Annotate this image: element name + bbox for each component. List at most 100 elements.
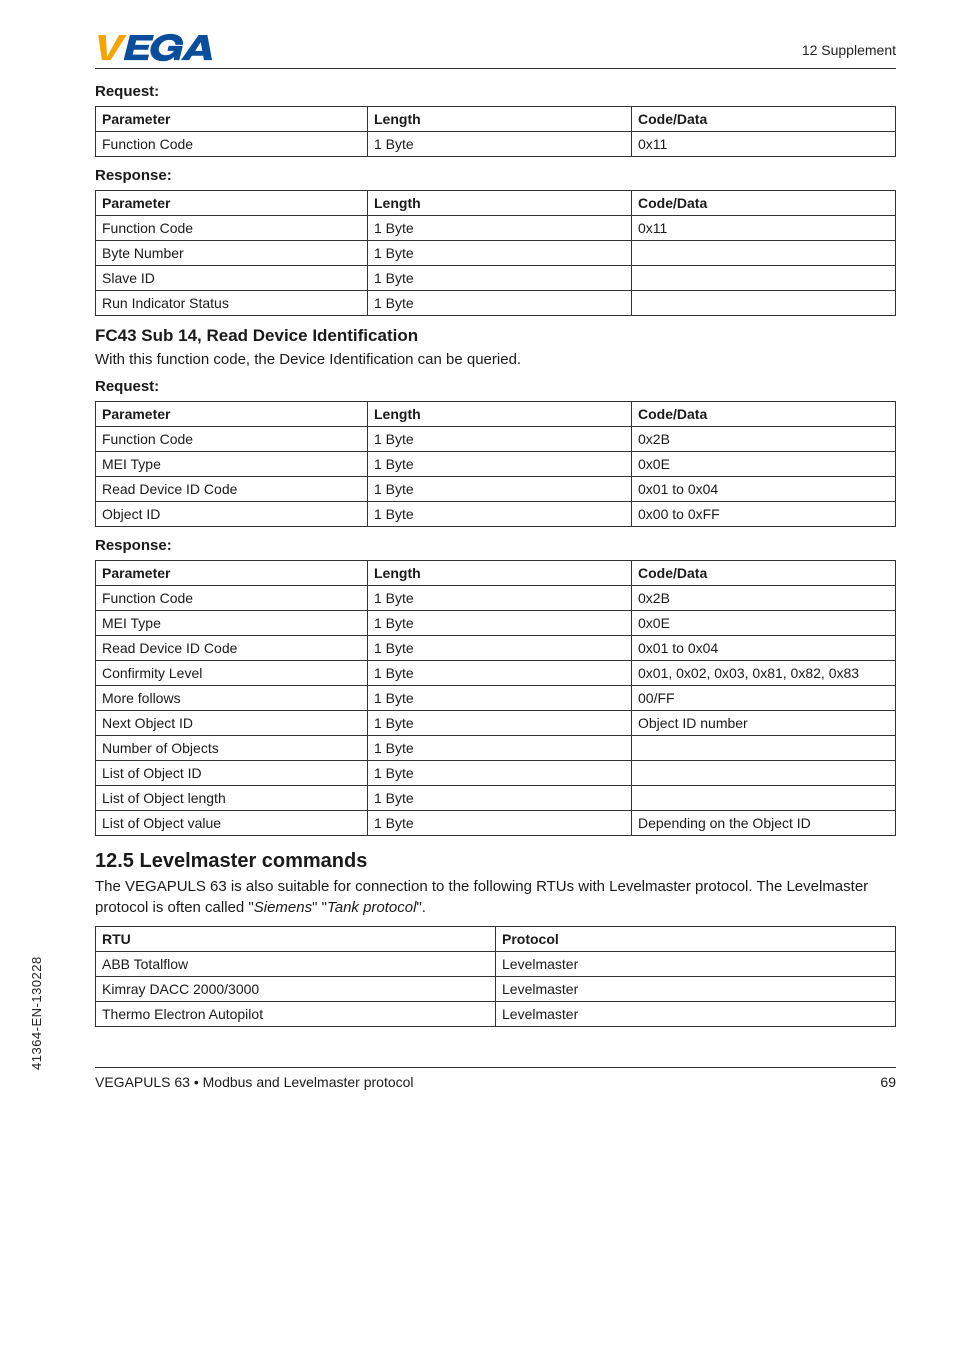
table-row: MEI Type1 Byte0x0E: [96, 611, 896, 636]
fc43-title: FC43 Sub 14, Read Device Identification: [95, 326, 896, 346]
table-row: List of Object ID1 Byte: [96, 761, 896, 786]
table-cell: 1 Byte: [368, 427, 632, 452]
th-length: Length: [368, 561, 632, 586]
table-cell: 1 Byte: [368, 291, 632, 316]
table-row: Function Code1 Byte0x11: [96, 132, 896, 157]
table-cell: Read Device ID Code: [96, 477, 368, 502]
table-cell: 1 Byte: [368, 241, 632, 266]
footer-left: VEGAPULS 63 • Modbus and Levelmaster pro…: [95, 1074, 414, 1090]
th-parameter: Parameter: [96, 107, 368, 132]
request1-body: Function Code1 Byte0x11: [96, 132, 896, 157]
levelmaster-tank: Tank protocol: [327, 899, 417, 916]
vega-logo: [95, 30, 215, 64]
table-cell: 1 Byte: [368, 686, 632, 711]
table-cell: Read Device ID Code: [96, 636, 368, 661]
table-row: Read Device ID Code1 Byte0x01 to 0x04: [96, 477, 896, 502]
table-cell: 0x11: [632, 216, 896, 241]
table-cell: Object ID: [96, 502, 368, 527]
table-cell: MEI Type: [96, 611, 368, 636]
table-cell: 0x2B: [632, 586, 896, 611]
levelmaster-desc: The VEGAPULS 63 is also suitable for con…: [95, 877, 896, 918]
table-row: Function Code1 Byte0x2B: [96, 586, 896, 611]
table-row: Read Device ID Code1 Byte0x01 to 0x04: [96, 636, 896, 661]
table-cell: List of Object ID: [96, 761, 368, 786]
table-cell: 1 Byte: [368, 266, 632, 291]
table-cell: 1 Byte: [368, 761, 632, 786]
table-cell: [632, 761, 896, 786]
table-cell: 1 Byte: [368, 811, 632, 836]
response2-label: Response:: [95, 537, 896, 554]
table-cell: 1 Byte: [368, 611, 632, 636]
table-cell: Next Object ID: [96, 711, 368, 736]
request2-body: Function Code1 Byte0x2BMEI Type1 Byte0x0…: [96, 427, 896, 527]
th-length: Length: [368, 191, 632, 216]
table-cell: 0x11: [632, 132, 896, 157]
table-cell: Function Code: [96, 216, 368, 241]
table-cell: 1 Byte: [368, 786, 632, 811]
fc43-desc: With this function code, the Device Iden…: [95, 350, 896, 370]
request1-table: Parameter Length Code/Data Function Code…: [95, 106, 896, 157]
table-cell: MEI Type: [96, 452, 368, 477]
levelmaster-table: RTU Protocol ABB TotalflowLevelmasterKim…: [95, 926, 896, 1027]
request1-label: Request:: [95, 83, 896, 100]
table-cell: Levelmaster: [496, 951, 896, 976]
table-cell: Kimray DACC 2000/3000: [96, 976, 496, 1001]
response2-body: Function Code1 Byte0x2BMEI Type1 Byte0x0…: [96, 586, 896, 836]
table-cell: 1 Byte: [368, 452, 632, 477]
table-cell: 0x01, 0x02, 0x03, 0x81, 0x82, 0x83: [632, 661, 896, 686]
table-cell: 1 Byte: [368, 132, 632, 157]
table-cell: 1 Byte: [368, 216, 632, 241]
table-cell: List of Object length: [96, 786, 368, 811]
table-cell: [632, 241, 896, 266]
table-cell: More follows: [96, 686, 368, 711]
th-length: Length: [368, 107, 632, 132]
table-cell: Number of Objects: [96, 736, 368, 761]
page-footer: VEGAPULS 63 • Modbus and Levelmaster pro…: [95, 1067, 896, 1090]
table-row: MEI Type1 Byte0x0E: [96, 452, 896, 477]
table-row: Confirmity Level1 Byte0x01, 0x02, 0x03, …: [96, 661, 896, 686]
table-cell: 1 Byte: [368, 502, 632, 527]
table-cell: [632, 291, 896, 316]
levelmaster-desc-post: ".: [416, 899, 426, 916]
th-length: Length: [368, 402, 632, 427]
header-supplement: 12 Supplement: [802, 42, 896, 58]
table-row: ABB TotalflowLevelmaster: [96, 951, 896, 976]
table-cell: 0x2B: [632, 427, 896, 452]
th-rtu: RTU: [96, 926, 496, 951]
levelmaster-desc-mid: " ": [312, 899, 327, 916]
table-row: Thermo Electron AutopilotLevelmaster: [96, 1001, 896, 1026]
table-cell: Confirmity Level: [96, 661, 368, 686]
th-protocol: Protocol: [496, 926, 896, 951]
table-cell: [632, 266, 896, 291]
table-cell: Function Code: [96, 586, 368, 611]
th-parameter: Parameter: [96, 402, 368, 427]
table-cell: [632, 736, 896, 761]
levelmaster-body: ABB TotalflowLevelmasterKimray DACC 2000…: [96, 951, 896, 1026]
levelmaster-desc-pre: The VEGAPULS 63 is also suitable for con…: [95, 878, 868, 915]
table-cell: 00/FF: [632, 686, 896, 711]
table-cell: 0x01 to 0x04: [632, 477, 896, 502]
th-codedata: Code/Data: [632, 107, 896, 132]
request2-table: Parameter Length Code/Data Function Code…: [95, 401, 896, 527]
table-cell: Slave ID: [96, 266, 368, 291]
table-cell: Levelmaster: [496, 1001, 896, 1026]
table-cell: 0x0E: [632, 611, 896, 636]
levelmaster-siemens: Siemens: [254, 899, 312, 916]
table-row: More follows1 Byte00/FF: [96, 686, 896, 711]
side-document-code: 41364-EN-130228: [29, 956, 44, 1070]
table-cell: Byte Number: [96, 241, 368, 266]
table-row: Function Code1 Byte0x11: [96, 216, 896, 241]
th-codedata: Code/Data: [632, 402, 896, 427]
table-row: Object ID1 Byte0x00 to 0xFF: [96, 502, 896, 527]
response1-label: Response:: [95, 167, 896, 184]
footer-page-number: 69: [880, 1074, 896, 1090]
response2-table: Parameter Length Code/Data Function Code…: [95, 560, 896, 836]
table-row: List of Object value1 ByteDepending on t…: [96, 811, 896, 836]
table-cell: Object ID number: [632, 711, 896, 736]
table-cell: Levelmaster: [496, 976, 896, 1001]
table-cell: 1 Byte: [368, 711, 632, 736]
table-cell: 1 Byte: [368, 636, 632, 661]
table-row: Kimray DACC 2000/3000Levelmaster: [96, 976, 896, 1001]
table-cell: 1 Byte: [368, 736, 632, 761]
table-row: Next Object ID1 ByteObject ID number: [96, 711, 896, 736]
